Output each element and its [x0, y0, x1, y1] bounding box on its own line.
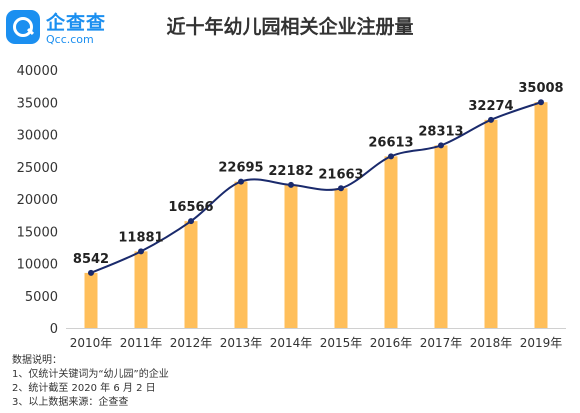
bar [484, 119, 498, 328]
trend-line [90, 101, 542, 274]
x-tick-label: 2017年 [420, 336, 463, 350]
bar [84, 272, 98, 328]
data-label: 35008 [518, 81, 563, 96]
data-notes: 数据说明： 1、仅统计关键词为“幼儿园”的企业 2、统计截至 2020 年 6 … [12, 354, 169, 410]
x-tick-label: 2011年 [120, 336, 163, 350]
y-tick-label: 25000 [17, 161, 58, 176]
brand-name: 企查查 [46, 12, 107, 34]
x-tick-label: 2013年 [220, 336, 263, 350]
bar [234, 181, 248, 328]
bar [134, 251, 148, 328]
data-point [138, 248, 144, 255]
data-point [88, 269, 94, 276]
data-point [438, 142, 444, 149]
bar [284, 184, 298, 328]
data-point [238, 178, 244, 185]
bar [334, 188, 348, 328]
y-tick-label: 20000 [17, 193, 58, 208]
data-label: 32274 [468, 99, 513, 114]
data-label: 28313 [418, 124, 463, 139]
bar [534, 102, 548, 329]
bar [434, 145, 448, 328]
x-tick-label: 2015年 [320, 336, 363, 350]
y-tick-label: 10000 [17, 258, 58, 273]
data-point [388, 153, 394, 160]
data-point [538, 99, 544, 106]
y-tick-label: 5000 [25, 290, 58, 305]
y-tick-label: 15000 [17, 225, 58, 240]
note-item: 2、统计截至 2020 年 6 月 2 日 [12, 383, 156, 394]
data-label: 8542 [73, 252, 109, 267]
note-item: 3、以上数据来源：企查查 [12, 397, 129, 408]
x-tick-label: 2018年 [470, 336, 513, 350]
y-tick-label: 0 [50, 322, 58, 337]
magnifier-icon [6, 10, 40, 44]
data-label: 11881 [118, 230, 163, 245]
x-tick-label: 2016年 [370, 336, 413, 350]
bar-line-chart: 0 5000 10000 15000 20000 25000 30000 35000 40000… [17, 64, 566, 350]
data-label: 22695 [218, 161, 263, 176]
chart-title: 近十年幼儿园相关企业注册量 [166, 16, 414, 38]
data-label: 21663 [318, 167, 363, 182]
bar [384, 156, 398, 328]
x-tick-label: 2012年 [170, 336, 213, 350]
y-tick-label: 30000 [17, 129, 58, 144]
data-point [188, 218, 194, 225]
notes-heading: 数据说明： [12, 355, 62, 366]
data-point [338, 185, 344, 192]
data-label: 22182 [268, 164, 313, 179]
x-tick-label: 2014年 [270, 336, 313, 350]
y-tick-label: 35000 [17, 96, 58, 111]
y-tick-label: 40000 [17, 64, 58, 79]
x-tick-label: 2010年 [70, 336, 113, 350]
x-tick-label: 2019年 [520, 336, 563, 350]
note-item: 1、仅统计关键词为“幼儿园”的企业 [12, 369, 169, 380]
data-label: 16566 [168, 200, 213, 215]
bar [184, 221, 198, 328]
brand-url: Qcc.com [46, 33, 94, 46]
brand-logo: 企查查 Qcc.com [6, 8, 116, 50]
data-point [488, 116, 494, 123]
data-label: 26613 [368, 135, 413, 150]
data-point [288, 181, 294, 188]
